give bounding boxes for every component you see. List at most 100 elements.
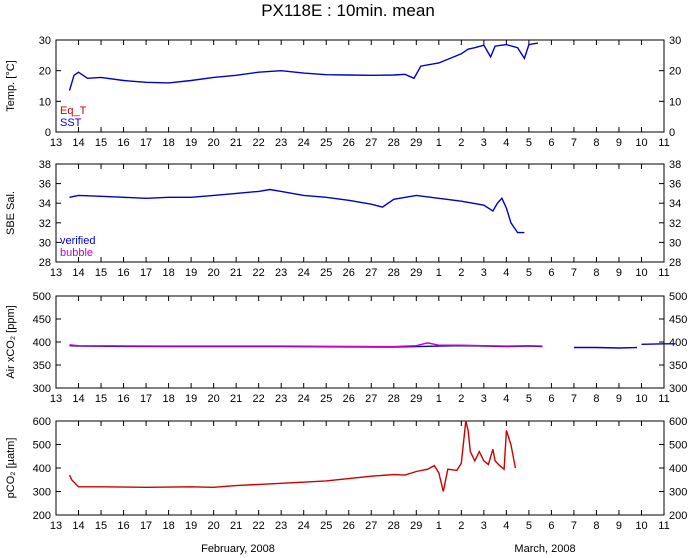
x-tick-label: 1 (436, 267, 442, 279)
x-tick-label: 9 (616, 520, 622, 532)
y-tick-label: 0 (45, 127, 51, 139)
plot-frame (55, 420, 665, 516)
plot-frame (55, 295, 665, 389)
x-tick-label: 24 (298, 393, 310, 405)
x-tick-label: 20 (208, 267, 220, 279)
x-tick-label: 23 (275, 267, 287, 279)
y-tick-label: 500 (33, 291, 51, 303)
x-tick-label: 27 (365, 267, 377, 279)
x-tick-label: 19 (185, 267, 197, 279)
x-tick-label: 19 (185, 137, 197, 149)
x-tick-label: 6 (548, 393, 554, 405)
x-tick-label: 18 (162, 393, 174, 405)
x-tick-label: 5 (526, 520, 532, 532)
y-tick-label: 20 (669, 66, 681, 78)
y-axis-label: Temp. [°C] (5, 60, 17, 111)
x-tick-label: 17 (140, 520, 152, 532)
x-tick-label: 4 (503, 267, 509, 279)
x-tick-label: 4 (503, 520, 509, 532)
y-tick-label: 500 (669, 440, 687, 452)
y-tick-label: 32 (669, 218, 681, 230)
x-tick-label: 29 (410, 520, 422, 532)
x-tick-label: 22 (253, 267, 265, 279)
x-tick-label: 26 (343, 520, 355, 532)
x-tick-label: 23 (275, 393, 287, 405)
x-tick-label: 11 (658, 267, 669, 279)
x-tick-label: 14 (72, 520, 84, 532)
x-tick-label: 29 (410, 393, 422, 405)
y-tick-label: 28 (669, 257, 681, 269)
y-tick-label: 38 (39, 159, 51, 171)
y-tick-label: 500 (669, 291, 687, 303)
x-tick-label: 13 (50, 393, 62, 405)
x-tick-label: 28 (388, 393, 400, 405)
x-tick-label: 8 (593, 137, 599, 149)
x-tick-label: 16 (117, 267, 129, 279)
x-tick-label: 7 (571, 267, 577, 279)
x-tick-label: 17 (140, 137, 152, 149)
x-tick-label: 24 (298, 137, 310, 149)
y-tick-label: 36 (39, 179, 51, 191)
x-tick-label: 26 (343, 267, 355, 279)
x-tick-label: 25 (320, 267, 332, 279)
x-tick-label: 6 (548, 520, 554, 532)
x-tick-label: 15 (95, 137, 107, 149)
month-label-march: March, 2008 (514, 543, 575, 555)
y-tick-label: 30 (669, 237, 681, 249)
x-tick-label: 26 (343, 137, 355, 149)
x-tick-label: 9 (616, 393, 622, 405)
x-tick-label: 9 (616, 267, 622, 279)
x-tick-label: 22 (253, 520, 265, 532)
series-line-pCO2 (68, 420, 517, 492)
y-tick-label: 500 (33, 440, 51, 452)
y-tick-label: 600 (669, 416, 687, 428)
x-tick-label: 28 (388, 137, 400, 149)
x-tick-label: 21 (230, 393, 242, 405)
month-label-february: February, 2008 (201, 543, 275, 555)
x-tick-label: 3 (481, 137, 487, 149)
x-tick-label: 20 (208, 520, 220, 532)
x-tick-label: 11 (658, 393, 669, 405)
x-tick-label: 19 (185, 520, 197, 532)
x-tick-label: 14 (72, 137, 84, 149)
x-tick-label: 14 (72, 393, 84, 405)
x-tick-label: 10 (635, 520, 647, 532)
y-tick-label: 300 (33, 487, 51, 499)
x-tick-label: 27 (365, 137, 377, 149)
x-tick-label: 5 (526, 393, 532, 405)
y-tick-label: 400 (669, 337, 687, 349)
legend-entry: SST (60, 117, 82, 129)
x-tick-label: 3 (481, 520, 487, 532)
x-tick-label: 8 (593, 520, 599, 532)
y-axis-label: pCO₂ [µatm] (5, 438, 17, 499)
series-line-verified (69, 188, 525, 234)
x-tick-label: 9 (616, 137, 622, 149)
x-tick-label: 6 (548, 137, 554, 149)
y-tick-label: 30 (39, 35, 51, 47)
x-tick-label: 3 (481, 393, 487, 405)
x-tick-label: 1 (436, 137, 442, 149)
x-tick-label: 2 (458, 520, 464, 532)
y-tick-label: 450 (33, 314, 51, 326)
x-tick-label: 18 (162, 137, 174, 149)
series-line-magenta (69, 342, 543, 348)
y-tick-label: 32 (39, 218, 51, 230)
x-tick-label: 10 (635, 393, 647, 405)
x-tick-label: 21 (230, 520, 242, 532)
y-tick-label: 0 (669, 127, 675, 139)
y-tick-label: 10 (39, 96, 51, 108)
x-tick-label: 27 (365, 520, 377, 532)
y-tick-label: 400 (33, 463, 51, 475)
x-tick-label: 7 (571, 137, 577, 149)
x-tick-label: 22 (253, 137, 265, 149)
x-tick-label: 8 (593, 393, 599, 405)
x-tick-label: 20 (208, 393, 220, 405)
x-tick-label: 15 (95, 267, 107, 279)
y-tick-label: 300 (669, 383, 687, 395)
x-tick-label: 22 (253, 393, 265, 405)
x-tick-label: 25 (320, 393, 332, 405)
